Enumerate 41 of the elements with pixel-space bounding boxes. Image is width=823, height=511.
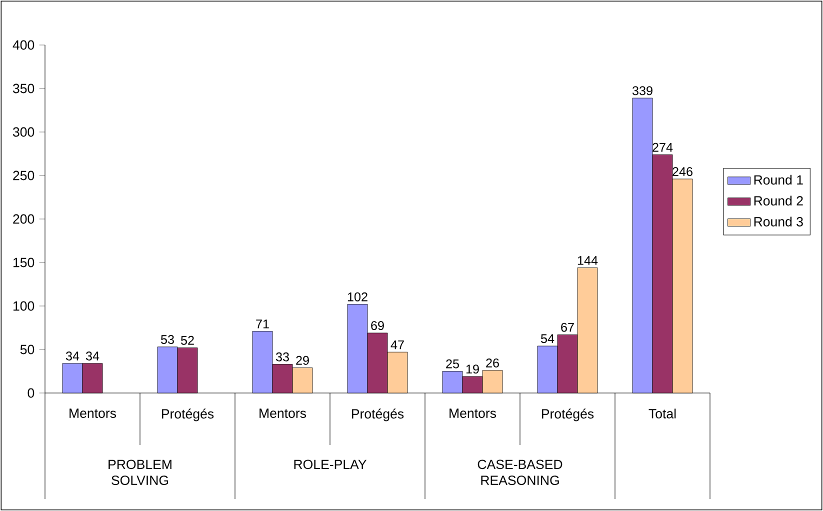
data-label: 102 bbox=[348, 292, 368, 302]
x-tick-label: Total bbox=[648, 408, 676, 418]
x-tick-label: Mentors bbox=[70, 408, 116, 418]
data-label: 29 bbox=[296, 356, 309, 365]
data-label: 54 bbox=[540, 334, 554, 344]
data-label: 71 bbox=[256, 320, 269, 328]
x-tick-label: Protégés bbox=[542, 408, 594, 422]
data-label: 52 bbox=[180, 336, 194, 345]
data-label: 26 bbox=[486, 358, 499, 368]
x-tick-label: Mentors bbox=[450, 408, 496, 418]
data-label: 144 bbox=[578, 256, 598, 265]
text: CASE-BASED REASONING bbox=[478, 460, 562, 486]
data-label: 274 bbox=[652, 142, 673, 152]
y-tick-label: 300 bbox=[12, 127, 34, 137]
data-label: 69 bbox=[371, 321, 384, 330]
data-label: 25 bbox=[446, 359, 459, 368]
data-label: 34 bbox=[86, 352, 100, 360]
data-label: 47 bbox=[390, 340, 404, 350]
y-tick-label: 100 bbox=[13, 301, 34, 311]
data-label: 33 bbox=[276, 352, 289, 362]
y-tick-label: 200 bbox=[13, 214, 34, 224]
legend-label: Round 1 bbox=[754, 174, 803, 185]
x-tick-label: Mentors bbox=[260, 408, 306, 418]
text: ROLE-PLAY bbox=[294, 460, 367, 470]
y-tick-label: 250 bbox=[13, 170, 34, 180]
text: PROBLEM SOLVING bbox=[108, 460, 172, 486]
data-label: 67 bbox=[561, 322, 574, 332]
y-tick-label: 350 bbox=[12, 84, 34, 94]
y-tick-label: 0 bbox=[28, 388, 34, 398]
y-tick-label: 400 bbox=[12, 40, 34, 50]
x-tick-label: Protégés bbox=[352, 408, 404, 422]
x-tick-label: Protégés bbox=[162, 408, 214, 422]
data-label: 246 bbox=[672, 167, 692, 176]
legend-label: Round 3 bbox=[754, 216, 803, 226]
legend-label: Round 2 bbox=[754, 196, 803, 206]
y-tick-label: 50 bbox=[20, 344, 34, 354]
data-label: 339 bbox=[632, 86, 652, 96]
data-label: 19 bbox=[466, 364, 479, 374]
data-label: 53 bbox=[160, 335, 174, 344]
data-label: 34 bbox=[66, 352, 80, 360]
y-tick-label: 150 bbox=[13, 258, 34, 268]
